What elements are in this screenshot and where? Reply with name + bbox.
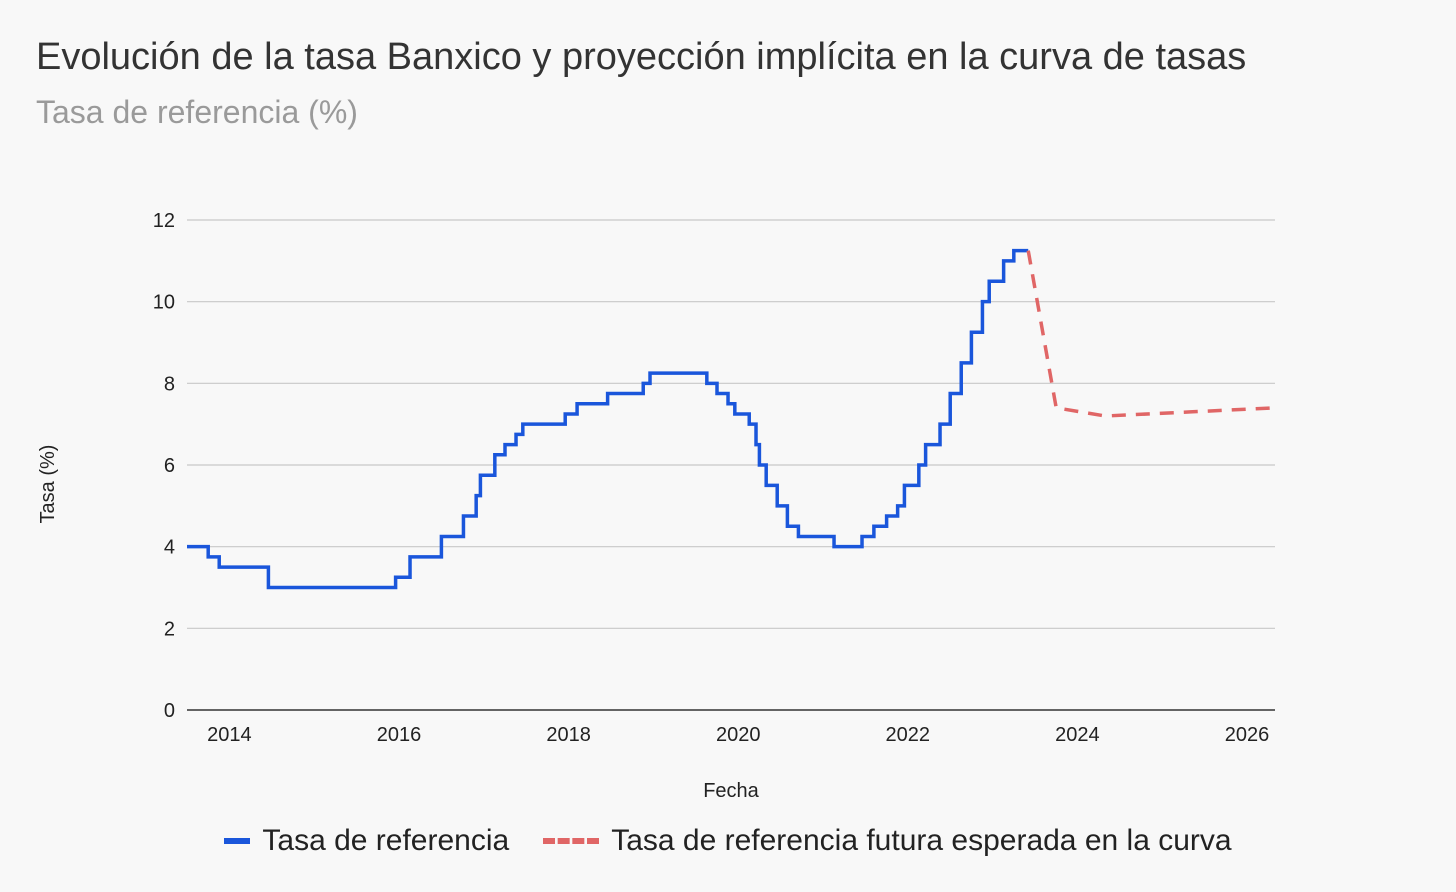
x-tick-label: 2018: [546, 724, 591, 746]
y-tick-label: 4: [164, 537, 175, 559]
x-tick-labels: 2014 2016 2018 2020 2022 2024 2026: [207, 724, 1269, 746]
legend-label: Tasa de referencia: [262, 824, 510, 857]
y-tick-label: 10: [153, 292, 175, 314]
y-tick-labels: 0 2 4 6 8 10 12: [153, 210, 175, 722]
y-tick-label: 12: [153, 210, 175, 232]
x-tick-label: 2024: [1055, 724, 1100, 746]
x-tick-label: 2022: [886, 724, 931, 746]
x-tick-label: 2026: [1225, 724, 1270, 746]
chart-title: Evolución de la tasa Banxico y proyecció…: [36, 36, 1247, 78]
x-tick-label: 2020: [716, 724, 761, 746]
legend-swatch-dashed: [543, 838, 600, 844]
legend: Tasa de referencia Tasa de referencia fu…: [0, 824, 1456, 858]
series-line-tasa-futura: [1026, 250, 1276, 418]
series-line-tasa-referencia: [187, 248, 1029, 590]
legend-item-tasa-referencia[interactable]: Tasa de referencia: [224, 824, 509, 858]
legend-label: Tasa de referencia futura esperada en la…: [611, 824, 1232, 857]
y-tick-label: 6: [164, 455, 175, 477]
y-axis-label: Tasa (%): [37, 445, 59, 524]
gridlines: [187, 219, 1275, 711]
series-lines: [187, 248, 1276, 590]
y-tick-label: 0: [164, 700, 175, 722]
chart-subtitle: Tasa de referencia (%): [36, 94, 358, 130]
legend-item-tasa-futura[interactable]: Tasa de referencia futura esperada en la…: [543, 824, 1232, 858]
legend-swatch-solid: [224, 838, 251, 844]
x-tick-label: 2016: [377, 724, 422, 746]
x-axis-label: Fecha: [703, 780, 759, 802]
y-tick-label: 8: [164, 373, 175, 395]
y-tick-label: 2: [164, 618, 175, 640]
x-tick-label: 2014: [207, 724, 252, 746]
